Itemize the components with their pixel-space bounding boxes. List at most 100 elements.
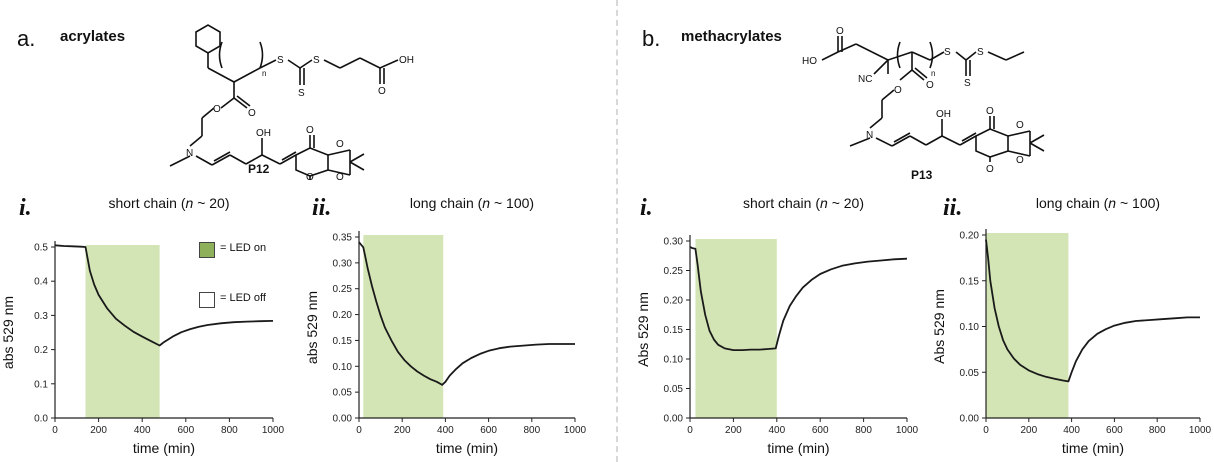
x-tick-label: 400: [768, 425, 785, 436]
p13-atom-s1: S: [944, 47, 951, 58]
p13-label: P13: [911, 168, 933, 182]
panel-a-title: acrylates: [60, 28, 126, 45]
led-on-region: [85, 245, 160, 418]
p12-structure: S S S O OH O O N OH O O O O n: [169, 24, 414, 180]
chart-title: short chain (n ~ 20): [108, 195, 229, 211]
x-tick-label: 1000: [564, 425, 587, 436]
panel-b-letter: b.: [642, 26, 661, 51]
y-tick-label: 0.00: [333, 414, 353, 425]
chart-a-i-panel-label: i.: [19, 195, 32, 221]
y-tick-label: 0.1: [34, 379, 48, 390]
x-tick-label: 400: [437, 425, 454, 436]
p13-atom-o1: O: [986, 106, 994, 117]
chart-title: long chain (n ~ 100): [410, 195, 534, 211]
y-tick-label: 0.20: [333, 310, 353, 321]
chart-a-i: 0 200 400 600 800 1000 0.0 0.1 0.2 0.3 0.4 0.5 time …: [0, 195, 285, 456]
x-tick-label: 600: [480, 425, 497, 436]
p12-atom-oh: OH: [256, 128, 271, 139]
panel-divider: [616, 0, 618, 462]
p12-atom-o-ester-c: O: [248, 108, 256, 119]
x-tick-label: 600: [812, 425, 829, 436]
x-tick-label: 600: [177, 425, 194, 436]
chart-b-i-panel-label: i.: [640, 195, 653, 221]
series-line: [358, 241, 575, 386]
p13-atom-o-ester-c: O: [926, 80, 934, 91]
y-tick-label: 0.30: [664, 237, 684, 248]
legend-led-on-swatch: [199, 242, 215, 258]
p13-atom-o2: O: [1016, 120, 1024, 131]
p12-atom-o2: O: [336, 139, 344, 150]
p13-atom-nc: NC: [858, 74, 872, 85]
x-tick-label: 200: [394, 425, 411, 436]
x-axis-label: time (min): [1062, 440, 1124, 456]
x-tick-label: 800: [1149, 425, 1166, 436]
y-tick-label: 0.25: [664, 266, 684, 277]
x-axis-label: time (min): [133, 440, 195, 456]
chart-b-ii-panel-label: ii.: [943, 195, 963, 221]
legend-led-off-swatch: [199, 292, 215, 308]
p12-atom-o-acid: O: [378, 86, 386, 97]
y-tick-label: 0.35: [333, 233, 353, 244]
x-tick-label: 600: [1106, 425, 1123, 436]
x-tick-label: 800: [221, 425, 238, 436]
p13-subscript-n: n: [931, 69, 935, 78]
y-tick-label: 0.05: [333, 388, 353, 399]
y-tick-label: 0.00: [960, 414, 980, 425]
y-tick-label: 0.20: [960, 231, 980, 242]
p13-atom-o3: O: [1016, 155, 1024, 166]
x-tick-label: 0: [687, 425, 693, 436]
p13-atom-ho: HO: [802, 56, 817, 67]
p13-atom-o-ester: O: [894, 85, 902, 96]
x-tick-label: 400: [134, 425, 151, 436]
chart-b-ii: 0 200 400 600 800 1000 0.00 0.05 0.10 0.15 0.20 tim…: [931, 195, 1212, 456]
p12-label: P12: [248, 162, 270, 176]
y-axis-label: abs 529 nm: [304, 291, 320, 364]
y-tick-label: 0.05: [664, 384, 684, 395]
y-tick-label: 0.15: [960, 276, 980, 287]
x-tick-label: 0: [52, 425, 58, 436]
panel-b-title: methacrylates: [681, 28, 782, 45]
series-line: [689, 246, 908, 351]
series-line: [54, 244, 274, 347]
y-tick-label: 0.10: [664, 355, 684, 366]
p13-atom-o-acid: O: [836, 26, 844, 37]
y-tick-label: 0.05: [960, 368, 980, 379]
x-tick-label: 400: [1063, 425, 1080, 436]
x-tick-label: 1000: [896, 425, 919, 436]
x-tick-label: 200: [1020, 425, 1037, 436]
x-tick-label: 0: [356, 425, 362, 436]
led-on-region: [695, 239, 777, 418]
p12-atom-o-ester: O: [213, 104, 221, 115]
p13-atom-o4: O: [986, 164, 994, 175]
y-tick-label: 0.10: [333, 362, 353, 373]
p13-structure: HO O NC S S S O O N OH O O O O n: [802, 26, 1045, 175]
x-tick-label: 0: [983, 425, 989, 436]
panel-a-letter: a.: [17, 26, 36, 51]
p13-atom-s3: S: [964, 78, 971, 89]
x-tick-label: 1000: [262, 425, 285, 436]
p12-atom-s1: S: [277, 55, 284, 66]
y-tick-label: 0.5: [34, 243, 48, 254]
chart-title: short chain (n ~ 20): [743, 195, 864, 211]
y-tick-label: 0.25: [333, 284, 353, 295]
x-tick-label: 800: [523, 425, 540, 436]
x-tick-label: 200: [90, 425, 107, 436]
x-tick-label: 800: [855, 425, 872, 436]
p12-atom-s2: S: [313, 55, 320, 66]
x-tick-label: 200: [725, 425, 742, 436]
y-tick-label: 0.0: [34, 414, 48, 425]
chart-a-ii: 0 200 400 600 800 1000 0.00 0.05 0.10 0.15 0.20 0.2…: [304, 195, 587, 456]
p12-atom-s3: S: [298, 88, 305, 99]
chart-a-ii-panel-label: ii.: [312, 195, 332, 221]
legend-led-on-label: = LED on: [220, 242, 267, 254]
y-tick-label: 0.4: [34, 277, 48, 288]
y-tick-label: 0.20: [664, 296, 684, 307]
chart-title: long chain (n ~ 100): [1036, 195, 1160, 211]
y-axis-label: abs 529 nm: [0, 296, 16, 369]
led-on-region: [986, 233, 1069, 418]
p12-atom-o1: O: [306, 125, 314, 136]
p12-atom-o3: O: [336, 172, 344, 180]
y-tick-label: 0.00: [664, 414, 684, 425]
y-tick-label: 0.2: [34, 345, 48, 356]
y-tick-label: 0.15: [664, 325, 684, 336]
